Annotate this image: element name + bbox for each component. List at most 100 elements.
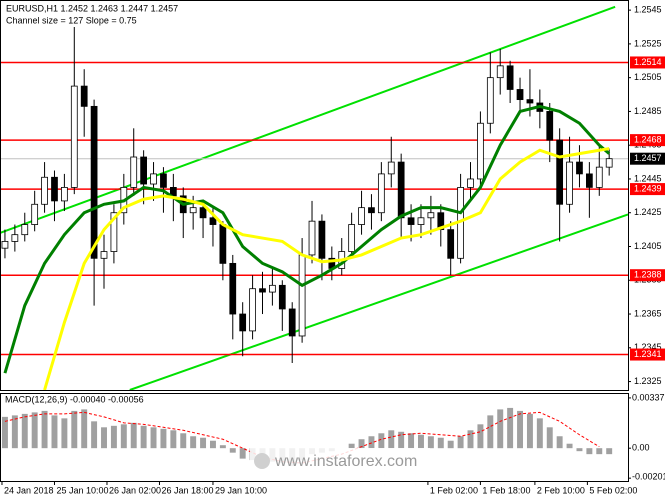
x-tick-label: 29 Jan 10:00 xyxy=(215,485,267,495)
macd-bar xyxy=(378,433,385,449)
candle-body xyxy=(269,284,276,293)
candle-body xyxy=(80,85,88,107)
candle-body xyxy=(31,203,39,225)
watermark-box xyxy=(250,448,430,474)
channel-upper xyxy=(0,5,616,234)
candle-body xyxy=(150,173,157,185)
candle-body xyxy=(437,212,445,231)
y-tick-label: 1.2425 xyxy=(634,207,662,217)
moving-average xyxy=(43,147,610,390)
x-tick-label: 5 Feb 02:00 xyxy=(589,485,637,495)
candle-body xyxy=(595,166,603,188)
candle-body xyxy=(427,212,435,219)
moving-average xyxy=(3,104,611,374)
macd-bar xyxy=(576,448,583,452)
macd-bar xyxy=(219,445,226,449)
macd-y-tick-label: 0.00337 xyxy=(632,392,665,402)
macd-bar xyxy=(566,443,573,449)
macd-bar xyxy=(11,415,18,449)
overlay: 1.25451.25251.25051.24851.24651.24451.24… xyxy=(1,5,665,495)
y-tick-label: 1.2445 xyxy=(634,173,662,183)
candle-body xyxy=(298,254,306,337)
macd-bar xyxy=(91,421,98,449)
channel-lower xyxy=(129,213,628,390)
level-label: 1.2341 xyxy=(634,349,662,359)
candle-body xyxy=(140,156,147,185)
macd-bar xyxy=(229,448,236,453)
macd-bar xyxy=(120,424,127,449)
candle-body xyxy=(407,217,415,225)
x-tick-label: 1 Feb 02:00 xyxy=(430,485,478,495)
y-tick-label: 1.2545 xyxy=(634,5,662,15)
macd-bar xyxy=(190,436,197,449)
macd-bar xyxy=(546,427,553,449)
level-label: 1.2388 xyxy=(634,270,662,280)
macd-bar xyxy=(596,448,603,455)
candle-body xyxy=(160,173,167,188)
last-price-label: 1.2457 xyxy=(634,153,662,163)
candle-body xyxy=(477,122,484,180)
watermark: www.instaforex.com xyxy=(274,453,417,470)
candle-body xyxy=(288,308,296,337)
macd-bar xyxy=(358,439,365,449)
macd-bar xyxy=(160,428,167,449)
candle-body xyxy=(239,313,247,332)
x-tick-label: 26 Jan 18:00 xyxy=(161,485,213,495)
macd-bar xyxy=(51,415,58,449)
level-label: 1.2514 xyxy=(634,57,662,67)
candle-body xyxy=(526,99,534,104)
candle-body xyxy=(368,207,375,214)
price-frame xyxy=(0,0,629,391)
x-tick-label: 24 Jan 2018 xyxy=(4,485,54,495)
macd-bar xyxy=(239,448,246,459)
x-tick-label: 1 Feb 18:00 xyxy=(482,485,530,495)
candle-body xyxy=(467,178,474,188)
candle-body xyxy=(318,220,326,259)
candle-body xyxy=(100,251,108,259)
last-price-box xyxy=(630,152,665,165)
macd-bar xyxy=(368,436,375,449)
macd-bar xyxy=(21,413,28,449)
candle-body xyxy=(110,212,118,252)
level-label-box xyxy=(630,183,665,196)
candle-body xyxy=(70,85,78,188)
candle-body xyxy=(348,224,356,252)
candle-body xyxy=(11,234,19,242)
macd-title: MACD(12,26,9) -0.00040 -0.00056 xyxy=(5,394,144,404)
level-label: 1.2468 xyxy=(634,135,662,145)
candle-body xyxy=(377,173,385,214)
candle-body xyxy=(417,217,425,225)
candle-body xyxy=(605,158,613,168)
candle-body xyxy=(41,176,48,205)
macd-bar xyxy=(41,410,48,449)
candle-body xyxy=(229,262,237,315)
candle-body xyxy=(516,89,524,101)
macd-bar xyxy=(418,434,424,449)
level-label-box xyxy=(630,56,665,69)
macd-bar xyxy=(31,412,38,449)
candle-body xyxy=(249,288,256,332)
y-tick-label: 1.2365 xyxy=(634,308,662,318)
macd-bar xyxy=(536,418,543,449)
x-tick-label: 2 Feb 10:00 xyxy=(537,485,585,495)
macd-bar xyxy=(507,407,514,449)
level-label-box xyxy=(630,269,665,282)
macd-bar xyxy=(209,440,216,449)
macd-y-tick-label: -0.00201 xyxy=(632,471,665,481)
candle-body xyxy=(585,173,593,188)
candle-body xyxy=(130,156,138,188)
macd-bar xyxy=(517,410,524,449)
macd-bar xyxy=(477,424,484,449)
price-plot xyxy=(0,5,628,390)
candle-body xyxy=(90,105,98,259)
macd-plot xyxy=(1,407,613,467)
candle-body xyxy=(387,161,395,175)
macd-bar xyxy=(61,418,68,449)
macd-bar xyxy=(170,430,177,449)
y-tick-label: 1.2325 xyxy=(634,376,662,386)
macd-bar xyxy=(497,409,504,449)
candle-body xyxy=(209,217,217,225)
chart-subtitle: Channel size = 127 Slope = 0.75 xyxy=(6,15,137,25)
